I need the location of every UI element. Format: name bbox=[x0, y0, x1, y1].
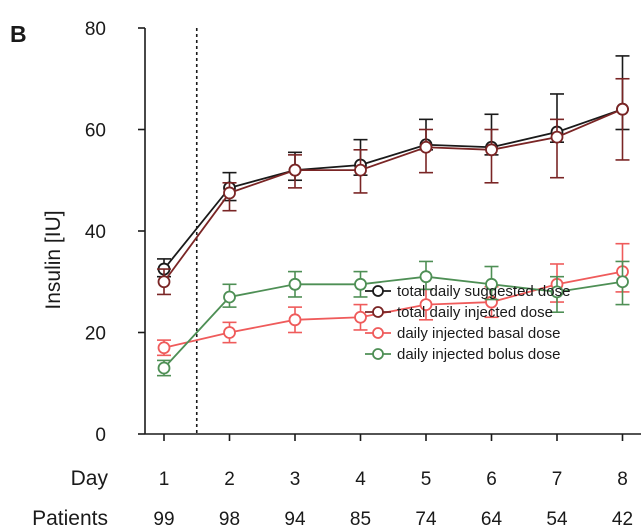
data-point bbox=[288, 313, 302, 327]
day-label: 5 bbox=[421, 469, 432, 490]
y-tick-label: 0 bbox=[95, 425, 106, 446]
data-point bbox=[419, 140, 433, 154]
legend-marker bbox=[372, 285, 384, 297]
y-ticks: 0 20 40 60 80 bbox=[85, 19, 145, 446]
legend-label: total daily injected dose bbox=[397, 304, 553, 321]
patients-count: 64 bbox=[481, 509, 503, 530]
data-point bbox=[550, 130, 564, 144]
y-axis-label: Insulin [IU] bbox=[42, 210, 65, 309]
y-tick-label: 20 bbox=[85, 324, 106, 345]
series-group bbox=[157, 260, 630, 377]
y-tick-label: 80 bbox=[85, 19, 106, 40]
series-group bbox=[157, 77, 630, 296]
data-point bbox=[616, 275, 629, 289]
legend-marker bbox=[372, 348, 384, 360]
day-label: 2 bbox=[224, 469, 235, 490]
data-point bbox=[354, 310, 367, 324]
x-ticks bbox=[163, 434, 624, 441]
legend-label: total daily suggested dose bbox=[397, 283, 570, 300]
legend: total daily suggested dose total daily in… bbox=[365, 283, 570, 363]
day-label: 8 bbox=[617, 469, 628, 490]
data-point bbox=[354, 163, 367, 177]
series-line bbox=[163, 108, 623, 283]
legend-marker bbox=[372, 327, 384, 339]
data-point bbox=[157, 361, 171, 375]
patients-count: 94 bbox=[284, 509, 306, 530]
data-point bbox=[223, 186, 236, 200]
y-tick-label: 40 bbox=[85, 222, 106, 243]
series-group bbox=[157, 242, 630, 357]
data-point bbox=[550, 285, 564, 299]
x-rows: Day 1 2 3 4 5 6 7 8 Patients 99 98 94 85 74 64 54 42 bbox=[32, 467, 633, 530]
data-point bbox=[419, 298, 433, 311]
series-line bbox=[163, 270, 623, 349]
day-label: 6 bbox=[486, 469, 497, 490]
patients-count: 42 bbox=[612, 509, 633, 530]
series-line bbox=[163, 275, 623, 369]
series-group bbox=[157, 55, 630, 278]
data-point bbox=[223, 290, 236, 304]
data-point bbox=[354, 277, 367, 291]
day-label: 1 bbox=[159, 469, 170, 490]
patients-count: 98 bbox=[219, 509, 240, 530]
legend-label: daily injected basal dose bbox=[397, 325, 560, 342]
series-layer bbox=[157, 55, 630, 377]
day-label: 3 bbox=[290, 469, 301, 490]
data-point bbox=[485, 143, 498, 157]
row-label: Day bbox=[71, 467, 109, 490]
row-label: Patients bbox=[32, 507, 108, 530]
data-point bbox=[616, 102, 629, 116]
patients-count: 85 bbox=[350, 509, 371, 530]
data-point bbox=[157, 275, 171, 289]
data-point bbox=[485, 277, 498, 291]
series-line bbox=[163, 108, 623, 270]
data-point bbox=[223, 326, 236, 339]
legend-marker bbox=[372, 306, 384, 318]
data-point bbox=[157, 341, 171, 355]
data-point bbox=[288, 163, 302, 177]
data-point bbox=[288, 277, 302, 291]
patients-count: 99 bbox=[153, 509, 174, 530]
legend-label: daily injected bolus dose bbox=[397, 346, 560, 363]
patients-count: 54 bbox=[546, 509, 568, 530]
day-label: 4 bbox=[355, 469, 366, 490]
data-point bbox=[419, 270, 433, 284]
patients-count: 74 bbox=[415, 509, 437, 530]
day-label: 7 bbox=[552, 469, 563, 490]
panel-label: B bbox=[10, 21, 27, 47]
y-tick-label: 60 bbox=[85, 121, 106, 142]
